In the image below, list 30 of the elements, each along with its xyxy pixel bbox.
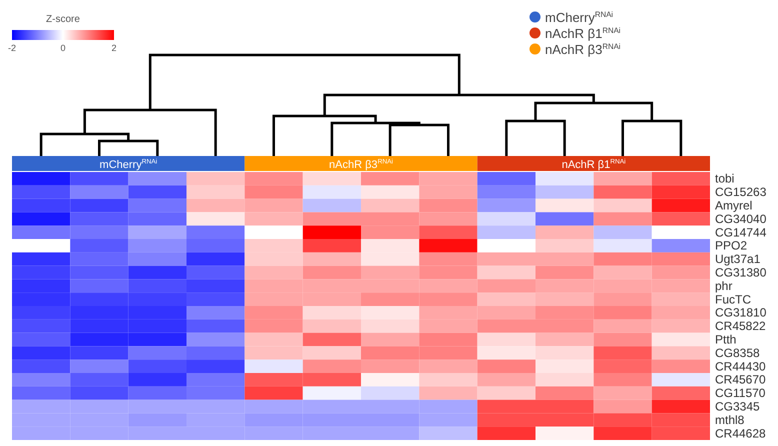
y-tick-label: Ugt37a1 <box>715 252 761 266</box>
y-tick-label: CG3345 <box>715 400 760 414</box>
y-tick-label: CR45822 <box>715 319 766 334</box>
y-tick-label: PPO2 <box>715 238 748 253</box>
y-tick-label: CG8358 <box>715 346 760 360</box>
text: nAchR β1$^{RNAi}$ <box>562 158 626 171</box>
y-tick-label: phr <box>715 278 732 293</box>
y-tick-label: FucTC <box>715 292 752 306</box>
y-tick-label: CR44430 <box>715 359 766 374</box>
y-tick-label: CG14744 <box>715 225 767 240</box>
y-tick-label: tobi <box>715 172 734 186</box>
y-tick-label: CG15263 <box>715 185 767 200</box>
text: mCherry$^{RNAi}$ <box>545 10 614 25</box>
y-tick-label: CG31810 <box>715 306 767 320</box>
text: nAchR β3$^{RNAi}$ <box>545 42 621 57</box>
y-tick-label: CG34040 <box>715 212 767 226</box>
text: nAchR β3$^{RNAi}$ <box>329 158 394 171</box>
y-tick-label: CG31380 <box>715 266 767 280</box>
color-bar-label: 2 <box>111 43 117 53</box>
text: nAchR β1$^{RNAi}$ <box>545 26 621 41</box>
y-tick-label: mthl8 <box>715 412 745 427</box>
color-bar-label: -2 <box>8 43 16 53</box>
y-tick-label: CG11570 <box>715 386 766 400</box>
text: mCherry$^{RNAi}$ <box>100 158 158 171</box>
y-tick-label: CR44628 <box>715 426 766 440</box>
y-tick-label: Ptth <box>715 332 736 346</box>
y-tick-label: CR45670 <box>715 372 766 387</box>
y-tick-label: Amyrel <box>715 198 752 212</box>
color-bar-title: Z-score <box>46 14 80 25</box>
color-bar-label: 0 <box>60 43 66 53</box>
